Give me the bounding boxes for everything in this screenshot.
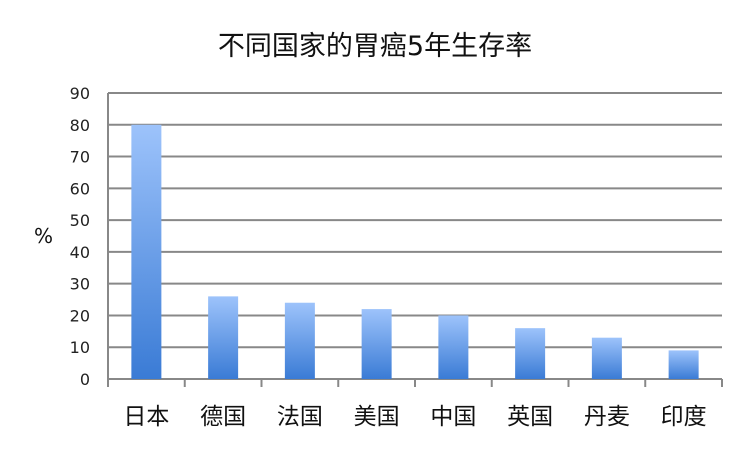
bar-法国 (284, 302, 315, 379)
bar-英国 (515, 328, 546, 379)
y-tick-label: 80 (70, 116, 90, 135)
y-tick-label: 40 (70, 243, 90, 262)
y-tick-label: 60 (70, 179, 90, 198)
x-tick-label: 丹麦 (584, 404, 630, 430)
y-tick-label: 50 (70, 211, 90, 230)
bar-美国 (361, 309, 392, 379)
y-axis-label: % (34, 224, 54, 248)
y-tick-label: 0 (80, 370, 90, 389)
x-tick-label: 美国 (354, 404, 400, 430)
y-tick-label: 90 (70, 84, 90, 103)
x-tick-label: 德国 (200, 404, 246, 430)
y-tick-label: 70 (70, 148, 90, 167)
bar-印度 (668, 350, 699, 379)
x-tick-label: 印度 (661, 404, 707, 430)
y-tick-label: 20 (70, 306, 90, 325)
x-tick-label: 法国 (277, 404, 323, 430)
bar-丹麦 (591, 337, 622, 379)
bar-中国 (438, 315, 469, 379)
x-tick-label: 中国 (430, 404, 476, 430)
chart-title: 不同国家的胃癌5年生存率 (217, 31, 533, 62)
x-tick-label: 日本 (123, 404, 169, 430)
y-tick-label: 30 (70, 275, 90, 294)
x-tick-label: 英国 (507, 404, 553, 430)
y-tick-label: 10 (70, 338, 90, 357)
bar-日本 (131, 124, 162, 380)
bar-德国 (208, 296, 239, 379)
